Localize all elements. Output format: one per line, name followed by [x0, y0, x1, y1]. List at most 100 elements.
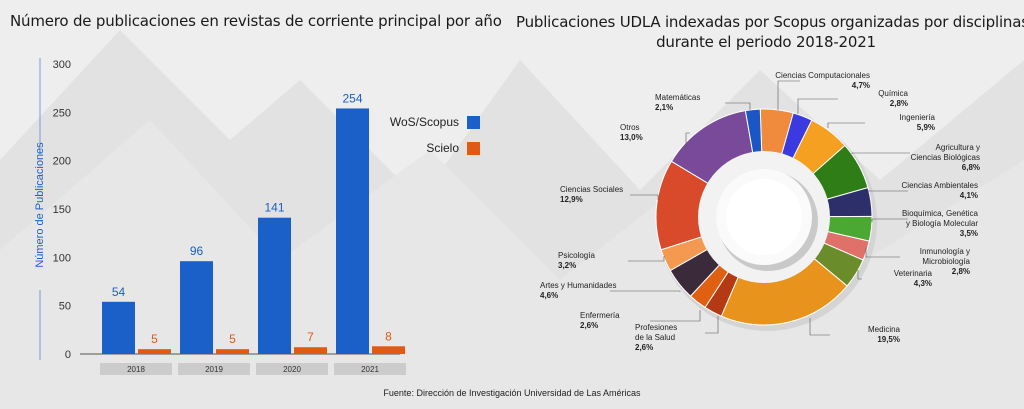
bar-wosscopus-2019 [180, 261, 213, 354]
donut-label-text: Química [878, 89, 908, 98]
donut-label-text: Ciencias Biológicas [911, 153, 980, 162]
y-axis-label: Número de Publicaciones [34, 142, 46, 268]
donut-label-pct: 12,9% [560, 195, 583, 204]
bar-scielo-2018 [138, 349, 171, 354]
year-box-2018 [100, 363, 172, 375]
donut-label-text: Veterinaria [894, 269, 933, 278]
year-box-2020 [256, 363, 328, 375]
bar-value-label: 8 [385, 329, 392, 343]
donut-label-pct: 2,8% [952, 267, 970, 276]
bar-chart: Número de Publicaciones 0 50 100 150 200 250 30… [34, 58, 480, 375]
donut-label-text: y Biología Molecular [906, 219, 978, 228]
donut-leader-line [628, 256, 665, 262]
donut-label-pct: 19,5% [877, 335, 900, 344]
donut-label-pct: 4,3% [914, 279, 932, 288]
y-tick-label: 0 [65, 349, 71, 361]
donut-leader-line [797, 98, 838, 114]
bar-value-label: 54 [112, 285, 126, 299]
donut-label-pct: 2,6% [635, 343, 653, 352]
donut-leader-line [827, 122, 865, 128]
donut-label-text: de la Salud [635, 333, 675, 342]
bar-scielo-2020 [294, 347, 327, 354]
bar-value-label: 5 [229, 332, 236, 346]
year-box-2019 [178, 363, 250, 375]
bar-scielo-2021 [372, 346, 405, 354]
donut-label-text: Medicina [868, 325, 901, 334]
donut-label-pct: 4,7% [852, 81, 870, 90]
donut-label-pct: 6,8% [962, 163, 980, 172]
donut-label-text: Bioquímica, Genética [902, 209, 979, 218]
donut-label-text: Matemáticas [655, 93, 700, 102]
donut-leader-line [867, 190, 908, 192]
legend-swatch [467, 116, 480, 129]
pie-title-line-2: durante el periodo 2018-2021 [656, 33, 876, 51]
x-tick-label: 2021 [361, 365, 379, 374]
donut-leader-line [857, 270, 862, 280]
x-tick-label: 2018 [127, 365, 145, 374]
y-tick-label: 300 [53, 59, 71, 71]
y-tick-label: 100 [53, 252, 71, 264]
y-tick-label: 150 [53, 204, 71, 216]
year-box-2021 [334, 363, 406, 375]
source-note: Fuente: Dirección de Investigación Unive… [383, 388, 641, 398]
donut-leader-line [650, 310, 701, 322]
donut-label-text: Ciencias Sociales [560, 185, 623, 194]
x-tick-label: 2020 [283, 365, 301, 374]
donut-leader-line [705, 316, 719, 334]
donut-label-pct: 2,1% [655, 103, 673, 112]
donut-label-pct: 3,5% [960, 229, 978, 238]
donut-label-text: Agricultura y [936, 143, 980, 152]
donut-inner-highlight [726, 179, 802, 255]
bar-wosscopus-2020 [258, 217, 291, 354]
donut-label-pct: 5,9% [917, 123, 935, 132]
donut-label-text: Inmunología y [920, 247, 970, 256]
donut-leader-line [610, 290, 681, 292]
bar-scielo-2019 [216, 349, 249, 354]
donut-leader-line [871, 218, 908, 222]
donut-label-text: Microbiología [922, 257, 970, 266]
donut-label-pct: 2,6% [580, 321, 598, 330]
bar-value-label: 96 [190, 244, 204, 258]
bar-chart-title: Número de publicaciones en revistas de c… [10, 12, 502, 30]
bar-wosscopus-2018 [102, 301, 135, 354]
y-tick-label: 200 [53, 156, 71, 168]
donut-label-pct: 4,6% [540, 291, 558, 300]
donut-label-text: Artes y Humanidades [540, 281, 616, 290]
bar-wosscopus-2021 [336, 108, 369, 354]
donut-leader-line [630, 194, 659, 200]
donut-label-pct: 13,0% [620, 133, 643, 142]
donut-label-text: Profesiones [635, 323, 677, 332]
donut-label-pct: 4,1% [960, 191, 978, 200]
donut-label-text: Enfermería [580, 311, 620, 320]
donut-label-text: Ciencias Ambientales [902, 181, 978, 190]
bar-value-label: 7 [307, 330, 314, 344]
bar-value-label: 254 [342, 91, 362, 105]
donut-leader-line [851, 152, 910, 154]
donut-label-text: Ciencias Computacionales [775, 71, 870, 80]
donut-label-text: Psicología [558, 251, 595, 260]
bar-value-label: 5 [151, 332, 158, 346]
donut-leader-line [809, 318, 830, 336]
donut-leader-line [685, 132, 690, 150]
legend-label: Scielo [426, 141, 459, 155]
legend-label: WoS/Scopus [390, 115, 459, 129]
donut-leader-line [865, 248, 900, 258]
donut-label-text: Otros [620, 123, 640, 132]
y-tick-label: 50 [59, 301, 71, 313]
